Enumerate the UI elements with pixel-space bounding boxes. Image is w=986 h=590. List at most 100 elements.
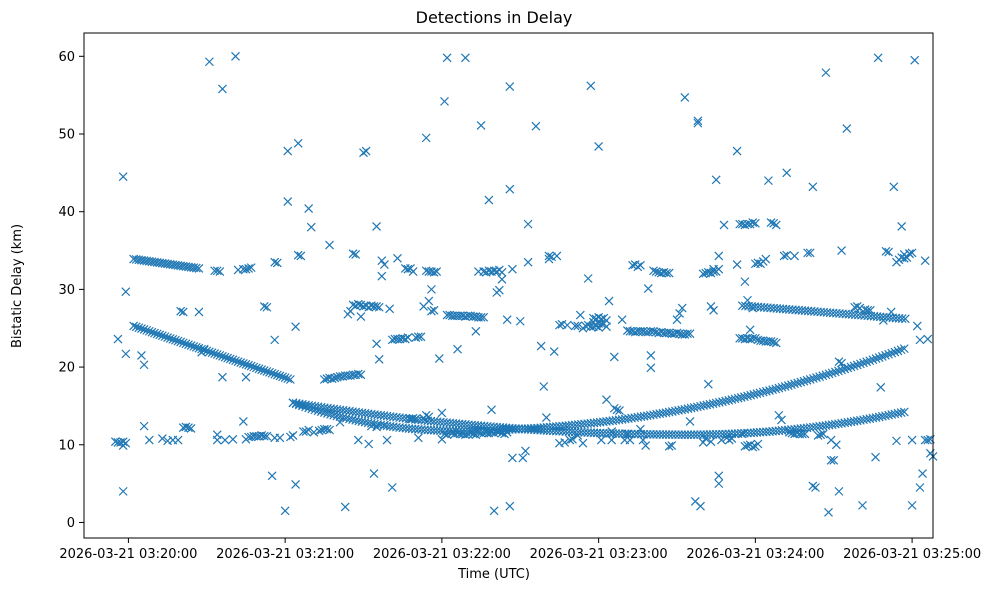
x-marker	[859, 358, 868, 368]
x-marker	[808, 374, 818, 383]
x-marker	[291, 479, 301, 489]
x-marker	[811, 483, 820, 492]
x-marker	[899, 344, 909, 354]
x-marker	[304, 425, 314, 435]
x-marker	[683, 430, 693, 440]
x-marker	[429, 305, 439, 315]
x-marker	[628, 260, 638, 270]
x-marker	[805, 248, 815, 258]
x-marker	[831, 440, 841, 450]
x-marker	[732, 260, 742, 269]
x-marker	[220, 352, 230, 362]
x-marker	[615, 406, 624, 416]
x-marker	[910, 55, 920, 65]
x-marker	[280, 506, 290, 516]
x-marker	[121, 349, 131, 359]
x-marker	[259, 302, 269, 311]
x-marker	[667, 441, 677, 450]
x-marker	[803, 248, 813, 258]
x-marker	[907, 500, 917, 510]
x-marker	[285, 432, 295, 442]
x-marker	[319, 375, 329, 384]
x-marker	[719, 220, 729, 230]
x-marker	[241, 372, 251, 382]
x-marker	[348, 249, 358, 259]
x-marker	[779, 251, 789, 261]
x-marker	[748, 333, 758, 343]
x-marker	[675, 309, 685, 318]
x-marker	[385, 304, 395, 314]
x-marker	[254, 364, 264, 374]
x-marker	[714, 479, 724, 489]
x-marker	[808, 481, 818, 491]
x-marker	[786, 380, 796, 390]
x-marker	[834, 357, 844, 367]
x-marker	[612, 405, 622, 415]
x-marker	[241, 359, 251, 369]
x-marker	[685, 329, 695, 339]
x-marker	[849, 361, 859, 371]
x-marker	[251, 363, 261, 373]
x-marker	[523, 257, 533, 267]
x-marker	[602, 316, 611, 325]
x-marker	[479, 312, 489, 322]
x-marker	[369, 469, 379, 478]
x-marker	[604, 296, 614, 306]
x-marker	[442, 53, 452, 63]
x-marker	[497, 274, 507, 284]
x-marker	[377, 271, 387, 281]
x-marker	[424, 296, 434, 306]
x-marker	[283, 374, 293, 384]
x-marker	[840, 364, 850, 374]
x-marker	[802, 375, 812, 385]
x-marker	[189, 342, 199, 351]
x-marker	[118, 486, 128, 496]
x-marker	[241, 264, 251, 274]
x-marker	[171, 335, 180, 345]
x-marker	[683, 329, 692, 339]
x-marker	[262, 367, 272, 376]
x-marker	[361, 146, 371, 156]
x-marker	[299, 427, 308, 436]
plot-frame	[83, 32, 934, 539]
x-marker	[139, 421, 149, 431]
x-marker	[664, 268, 674, 278]
x-marker	[662, 268, 671, 278]
x-marker	[881, 246, 891, 256]
x-marker	[364, 439, 374, 449]
x-marker	[649, 266, 658, 276]
x-marker	[301, 427, 311, 436]
x-marker	[672, 315, 682, 325]
x-marker	[583, 320, 593, 330]
x-marker	[176, 337, 186, 347]
x-marker	[685, 417, 695, 426]
x-marker	[680, 430, 690, 440]
x-marker	[199, 345, 209, 355]
x-marker	[646, 350, 656, 360]
x-marker	[372, 222, 382, 231]
x-marker	[372, 302, 382, 311]
x-marker	[283, 146, 293, 156]
x-marker	[764, 176, 773, 186]
x-marker	[818, 429, 828, 439]
x-marker	[518, 453, 528, 463]
x-marker	[429, 267, 439, 277]
x-marker	[515, 316, 525, 326]
x-marker	[555, 320, 564, 330]
x-marker	[427, 306, 436, 316]
x-marker	[113, 334, 123, 344]
x-marker	[306, 222, 316, 232]
x-marker	[586, 81, 596, 91]
x-marker	[356, 312, 366, 322]
x-marker	[649, 429, 658, 439]
x-marker	[698, 438, 708, 447]
x-marker	[118, 172, 128, 182]
x-marker	[714, 251, 724, 261]
x-marker	[377, 256, 387, 266]
y-tick-label: 20	[58, 361, 75, 376]
x-marker	[163, 333, 173, 342]
x-marker	[327, 374, 337, 384]
x-marker	[476, 121, 486, 130]
x-marker	[915, 335, 925, 345]
x-marker	[858, 500, 867, 510]
